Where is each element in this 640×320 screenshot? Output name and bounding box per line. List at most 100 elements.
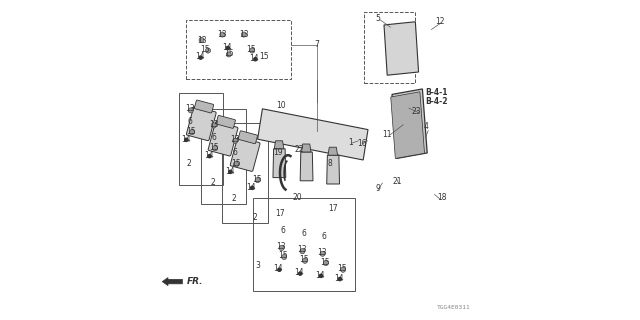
Bar — [222, 123, 268, 223]
Text: 13: 13 — [317, 248, 327, 257]
Text: 21: 21 — [392, 177, 401, 186]
Text: 6: 6 — [281, 226, 285, 235]
Text: 10: 10 — [276, 101, 286, 110]
Circle shape — [255, 178, 260, 183]
Text: 13: 13 — [196, 36, 207, 44]
Circle shape — [320, 251, 325, 256]
Polygon shape — [390, 92, 424, 158]
Polygon shape — [275, 141, 284, 149]
Text: 14: 14 — [195, 52, 205, 61]
FancyBboxPatch shape — [195, 100, 214, 113]
Text: 2: 2 — [211, 178, 215, 187]
Circle shape — [234, 162, 239, 167]
Text: 1: 1 — [348, 138, 353, 147]
Polygon shape — [300, 152, 313, 181]
Text: 15: 15 — [337, 264, 347, 273]
Text: 13: 13 — [218, 30, 227, 39]
Text: 15: 15 — [186, 127, 196, 136]
Circle shape — [298, 272, 302, 275]
Bar — [201, 109, 246, 204]
Text: 22: 22 — [294, 145, 304, 154]
Text: 13: 13 — [209, 120, 219, 129]
Text: 20: 20 — [292, 193, 303, 202]
Text: 14: 14 — [273, 264, 284, 273]
Text: B-4-1: B-4-1 — [426, 88, 448, 97]
Text: 18: 18 — [437, 193, 446, 202]
Text: 15: 15 — [259, 52, 269, 60]
FancyArrow shape — [163, 278, 182, 286]
Text: 15: 15 — [224, 49, 234, 58]
Text: B-4-2: B-4-2 — [426, 97, 448, 106]
Text: 19: 19 — [273, 148, 283, 157]
FancyBboxPatch shape — [230, 137, 260, 172]
Text: 14: 14 — [225, 167, 235, 176]
Text: 8: 8 — [327, 159, 332, 168]
FancyBboxPatch shape — [186, 106, 216, 141]
Polygon shape — [327, 155, 339, 184]
Bar — [186, 20, 291, 79]
Text: 14: 14 — [222, 43, 232, 52]
Circle shape — [227, 52, 232, 57]
Circle shape — [188, 108, 193, 113]
Circle shape — [339, 277, 342, 281]
Circle shape — [278, 268, 281, 271]
Text: 14: 14 — [334, 274, 344, 283]
Text: 9: 9 — [375, 184, 380, 193]
Polygon shape — [392, 89, 428, 158]
Text: FR.: FR. — [187, 277, 203, 286]
Circle shape — [250, 48, 255, 53]
Text: 14: 14 — [180, 135, 191, 144]
FancyBboxPatch shape — [208, 122, 238, 156]
Text: 6: 6 — [301, 229, 307, 238]
Circle shape — [199, 37, 204, 43]
Polygon shape — [258, 109, 368, 160]
Circle shape — [241, 32, 246, 37]
Circle shape — [251, 186, 253, 189]
Circle shape — [189, 130, 195, 135]
Text: 5: 5 — [375, 14, 380, 23]
Text: 16: 16 — [356, 139, 367, 148]
FancyBboxPatch shape — [216, 116, 236, 128]
Bar — [364, 12, 415, 83]
Circle shape — [300, 249, 305, 254]
Text: 15: 15 — [230, 159, 241, 168]
Text: TGG4E0311: TGG4E0311 — [436, 305, 470, 310]
Circle shape — [254, 58, 257, 61]
Text: 15: 15 — [320, 258, 330, 267]
Text: 6: 6 — [232, 148, 237, 157]
Circle shape — [340, 267, 346, 272]
Circle shape — [233, 138, 238, 143]
Text: 13: 13 — [230, 135, 239, 144]
Text: 11: 11 — [383, 130, 392, 139]
Circle shape — [199, 56, 202, 59]
Bar — [253, 198, 355, 291]
Text: 2: 2 — [252, 213, 257, 222]
Polygon shape — [384, 22, 419, 75]
Circle shape — [211, 123, 216, 128]
Circle shape — [185, 138, 188, 141]
Circle shape — [282, 254, 287, 260]
Text: 23: 23 — [412, 107, 422, 116]
Text: 15: 15 — [252, 175, 262, 184]
Text: 13: 13 — [276, 242, 286, 251]
Text: 14: 14 — [246, 183, 256, 192]
Circle shape — [227, 46, 230, 50]
Polygon shape — [301, 144, 311, 152]
Text: 15: 15 — [246, 45, 256, 54]
Text: 13: 13 — [239, 30, 249, 39]
Text: 13: 13 — [297, 245, 307, 254]
Circle shape — [220, 32, 225, 37]
Text: 7: 7 — [314, 40, 319, 49]
Circle shape — [229, 170, 232, 173]
Circle shape — [212, 146, 218, 151]
Circle shape — [279, 245, 284, 251]
Circle shape — [205, 48, 211, 53]
Text: 4: 4 — [423, 122, 428, 131]
Text: 17: 17 — [328, 204, 338, 212]
Text: 6: 6 — [322, 232, 326, 241]
Text: 2: 2 — [231, 194, 236, 203]
Polygon shape — [328, 147, 338, 155]
Text: 6: 6 — [211, 133, 216, 142]
Circle shape — [303, 258, 308, 263]
Circle shape — [208, 155, 211, 158]
